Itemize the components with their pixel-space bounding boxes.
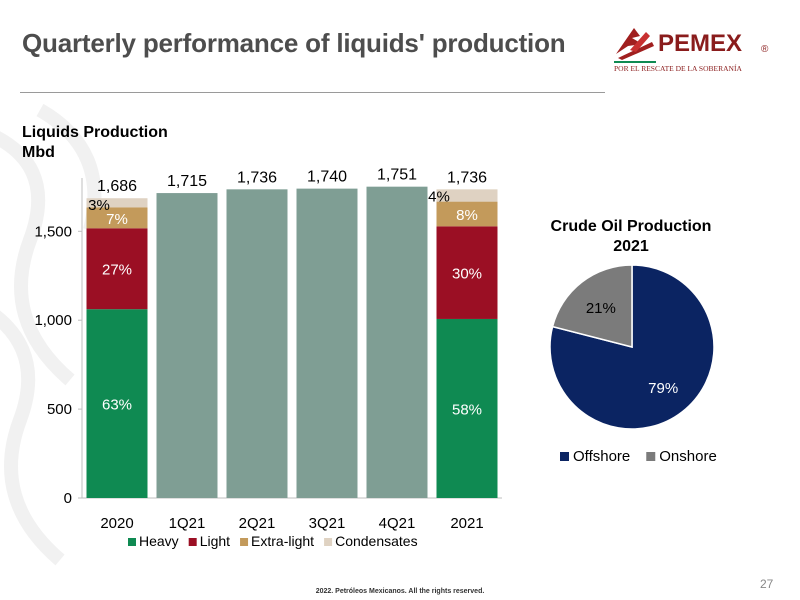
pemex-logo: PEMEX ® POR EL RESCATE DE LA SOBERANÍA: [612, 20, 782, 80]
bar-total-label: 1,686: [97, 178, 137, 195]
segment-percent-label: 7%: [106, 211, 128, 228]
bar-total: [366, 186, 428, 499]
bar-segment-light: [86, 228, 148, 310]
x-tick-label: 2020: [100, 515, 133, 532]
legend-swatch: [188, 538, 197, 546]
bar-total-label: 1,715: [167, 173, 207, 190]
x-tick-label: 4Q21: [379, 515, 416, 532]
crude-oil-pie-chart: 79% 21% Offshore Onshore: [549, 264, 717, 465]
segment-percent-label: 27%: [102, 262, 132, 279]
pie-chart-title-line1: Crude Oil Production: [550, 218, 712, 235]
pie-legend-swatch: [560, 452, 569, 461]
liquids-production-bar-chart: 0 500 1,000 1,500 1,686 2020 1,715 1Q21 1,736 2Q2…: [34, 167, 502, 549]
logo-tagline: POR EL RESCATE DE LA SOBERANÍA: [614, 64, 742, 73]
bar-segment-heavy: [86, 309, 148, 498]
legend-label: Heavy: [139, 533, 179, 549]
y-tick-label: 500: [47, 401, 72, 418]
logo-brand: PEMEX: [658, 30, 743, 57]
bar-segment-light: [436, 226, 498, 319]
bar-segment-condensates: [436, 189, 498, 202]
bar-total: [226, 189, 288, 498]
segment-percent-label: 4%: [428, 188, 450, 205]
bar-total-label: 1,740: [307, 169, 347, 186]
bar-chart-title: Liquids Production Mbd: [22, 123, 168, 163]
x-tick-label: 2Q21: [239, 515, 276, 532]
bar-segment-extra-light: [436, 201, 498, 227]
segment-percent-label: 58%: [452, 401, 482, 418]
bar-chart-title-line1: Liquids Production: [22, 124, 168, 141]
segment-percent-label: 30%: [452, 266, 482, 283]
pie-slice-onshore: [551, 264, 633, 348]
bar-total-label: 1,736: [447, 169, 487, 186]
legend-label: Extra-light: [251, 533, 314, 549]
pie-legend-label: Onshore: [659, 448, 717, 465]
footer-copyright: 2022. Petróleos Mexicanos. All the right…: [315, 588, 485, 595]
logo-registered: ®: [761, 44, 769, 55]
title-divider: [20, 92, 605, 93]
pemex-eagle-icon: [614, 28, 656, 63]
bar-total-label: 1,736: [237, 169, 277, 186]
legend-swatch: [324, 538, 333, 546]
pie-chart-title-line2: 2021: [613, 238, 649, 255]
x-tick-label: 1Q21: [169, 515, 206, 532]
x-tick-label: 2021: [450, 515, 483, 532]
slide-title: Quarterly performance of liquids' produc…: [22, 28, 566, 58]
bar-chart-title-line2: Mbd: [22, 144, 55, 161]
segment-percent-label: 63%: [102, 397, 132, 414]
bar-total: [296, 188, 358, 499]
bar-total: [156, 193, 218, 498]
segment-percent-label: 8%: [456, 207, 478, 224]
bar-segment-condensates: [86, 198, 148, 208]
bar-total-label: 1,751: [377, 167, 417, 184]
page-number: 27: [760, 577, 774, 591]
legend-label: Light: [200, 533, 230, 549]
y-tick-label: 1,000: [34, 312, 72, 329]
y-tick-label: 0: [64, 490, 72, 507]
segment-percent-label: 3%: [88, 197, 110, 214]
pie-slice-label: 21%: [586, 300, 616, 317]
bar-segment-heavy: [436, 318, 498, 498]
y-tick-label: 1,500: [34, 223, 72, 240]
pie-slice-label: 79%: [648, 380, 678, 397]
legend-swatch: [128, 538, 136, 546]
legend-label: Condensates: [335, 533, 418, 549]
pie-legend-swatch: [646, 452, 656, 461]
legend-swatch: [240, 538, 249, 546]
pie-chart-title: Crude Oil Production 2021: [530, 217, 732, 257]
x-tick-label: 3Q21: [309, 515, 346, 532]
pie-legend-label: Offshore: [573, 448, 630, 465]
bar-segment-extra-light: [86, 207, 148, 229]
